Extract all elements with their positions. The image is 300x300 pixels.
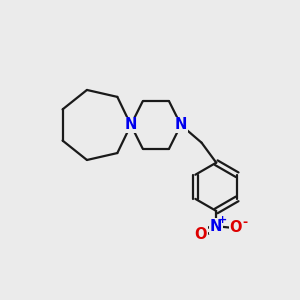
- Text: N: N: [175, 118, 187, 133]
- Text: +: +: [218, 215, 227, 225]
- Text: -: -: [242, 216, 248, 229]
- Text: N: N: [210, 219, 222, 234]
- Text: N: N: [125, 118, 137, 133]
- Text: O: O: [230, 220, 242, 235]
- Text: O: O: [195, 227, 207, 242]
